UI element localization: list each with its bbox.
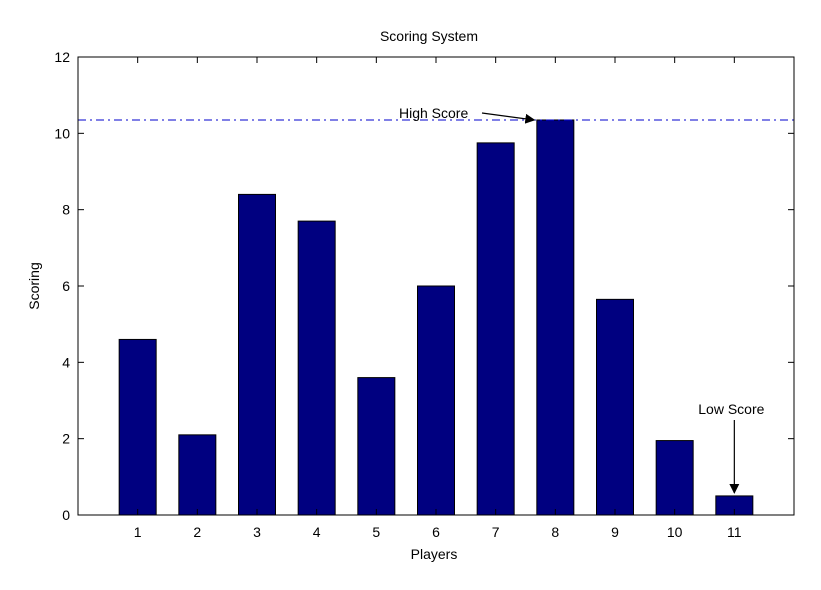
bar-5 [357, 377, 396, 516]
bar-2 [178, 434, 217, 516]
x-tick-label: 6 [432, 524, 440, 540]
low-score-annotation: Low Score [698, 401, 764, 417]
x-tick-label: 7 [492, 524, 500, 540]
y-tick-label: 6 [62, 278, 70, 294]
y-tick-label: 0 [62, 507, 70, 523]
y-tick-label: 12 [54, 49, 70, 65]
y-tick-label: 2 [62, 431, 70, 447]
high-score-arrow [481, 112, 536, 124]
bar-10 [655, 440, 694, 516]
x-axis-label: Players [411, 546, 458, 562]
x-tick-label: 10 [667, 524, 683, 540]
x-tick-label: 11 [727, 524, 742, 540]
bar-4 [297, 220, 336, 516]
y-tick-label: 8 [62, 202, 70, 218]
bar-6 [417, 285, 455, 516]
x-tick-label: 3 [253, 524, 261, 540]
y-tick-label: 4 [62, 354, 70, 370]
x-tick-label: 5 [372, 524, 380, 540]
x-tick-label: 4 [313, 524, 321, 540]
plot-frame [77, 56, 795, 516]
bar-8 [536, 119, 575, 516]
bar-9 [596, 298, 634, 516]
x-tick-label: 1 [134, 524, 142, 540]
bar-3 [238, 193, 276, 516]
x-tick-label: 8 [551, 524, 559, 540]
bar-7 [476, 142, 515, 516]
high-score-annotation: High Score [399, 105, 468, 121]
chart-title: Scoring System [380, 28, 478, 44]
x-tick-label: 2 [193, 524, 201, 540]
x-tick-label: 9 [611, 524, 619, 540]
bar-1 [118, 338, 157, 516]
y-axis-label: Scoring [26, 262, 42, 309]
y-tick-label: 10 [54, 125, 70, 141]
